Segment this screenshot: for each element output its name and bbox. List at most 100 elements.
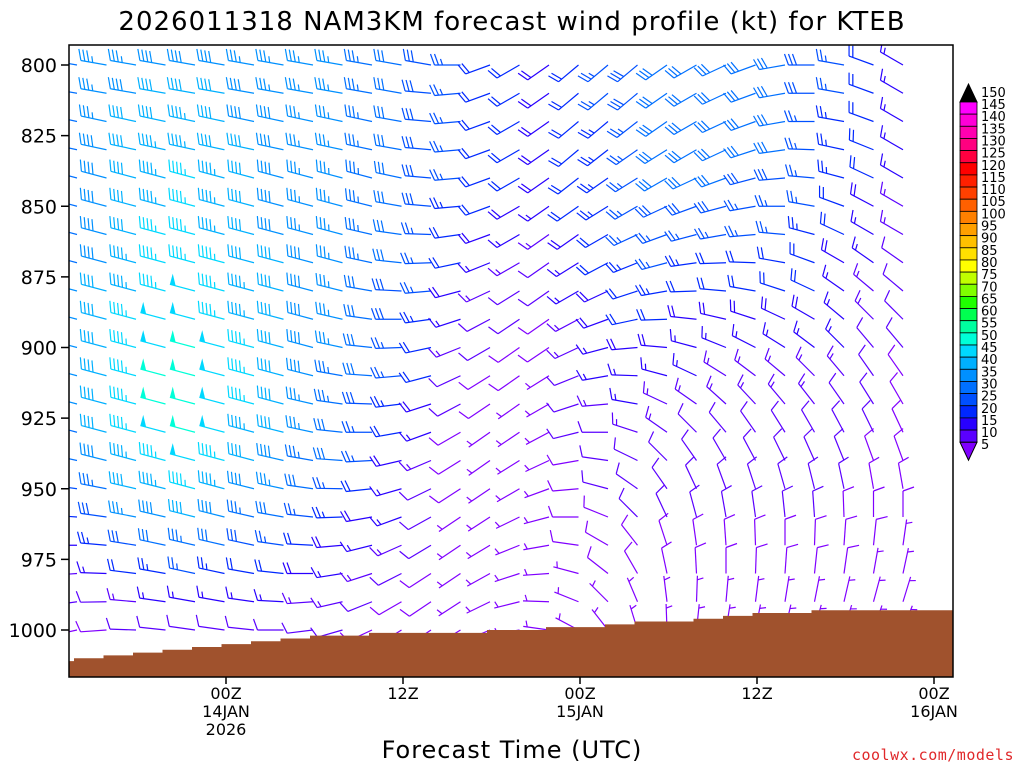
wind-barb [819, 211, 845, 236]
wind-barb [605, 288, 638, 300]
wind-barb [341, 391, 373, 405]
wind-barb [79, 385, 107, 405]
y-tick-label: 850 [21, 196, 57, 218]
wind-barb [494, 601, 520, 609]
wind-barb [517, 177, 550, 194]
colorbar-swatch [959, 344, 978, 358]
wind-barb [548, 92, 579, 111]
wind-barb [731, 324, 756, 349]
wind-barb [436, 573, 461, 589]
wind-barb [399, 601, 432, 617]
wind-barb [339, 601, 373, 613]
colorbar-swatch [959, 174, 978, 188]
wind-barb [108, 132, 137, 151]
x-axis-label: Forecast Time (UTC) [382, 736, 643, 764]
wind-barb [311, 506, 343, 519]
wind-barb [255, 132, 284, 151]
wind-barb [314, 48, 343, 66]
wind-barb [902, 576, 916, 602]
wind-barb [548, 149, 579, 167]
wind-barb [255, 104, 284, 123]
colorbar-label: 135 [981, 122, 1006, 137]
wind-barb [373, 160, 402, 179]
wind-barb [76, 531, 107, 546]
wind-barb [576, 177, 609, 194]
wind-barb [546, 346, 579, 360]
wind-barb [138, 272, 166, 292]
colorbar-swatch [959, 320, 978, 334]
wind-barb [199, 330, 225, 349]
wind-barb [575, 290, 609, 303]
wind-barb [754, 195, 785, 207]
colorbar-swatch [959, 381, 978, 395]
colorbar-min-arrow [959, 441, 978, 462]
wind-barb [166, 614, 196, 631]
wind-barb [69, 259, 78, 264]
wind-barb [166, 585, 196, 603]
wind-barb [864, 428, 875, 461]
wind-barb [286, 159, 314, 179]
wind-barb [487, 92, 520, 107]
wind-barb [523, 516, 550, 525]
wind-barb [196, 48, 225, 66]
wind-barb [69, 62, 78, 66]
wind-barb [457, 147, 491, 160]
wind-barb [428, 403, 461, 417]
wind-barb [428, 459, 461, 475]
wind-barb [517, 234, 550, 250]
wind-barb [817, 159, 845, 179]
colorbar-swatch [959, 356, 978, 370]
wind-barb [764, 347, 786, 377]
colorbar-swatch [959, 101, 978, 115]
wind-barb [703, 350, 727, 377]
wind-barb [767, 373, 786, 405]
wind-barb [457, 262, 491, 274]
wind-barb [635, 177, 668, 192]
wind-barb [69, 572, 78, 575]
wind-barb [69, 544, 77, 546]
wind-barb [786, 190, 815, 207]
colorbar-swatch [959, 125, 978, 139]
wind-barb [684, 456, 698, 490]
wind-barb [605, 313, 638, 326]
wind-barb [753, 141, 786, 154]
colorbar-label: 10 [981, 426, 998, 441]
wind-barb [723, 199, 756, 212]
wind-barb [109, 159, 137, 179]
wind-barb [554, 587, 579, 603]
wind-barb [813, 544, 829, 574]
wind-barb [315, 216, 343, 236]
wind-barb [742, 428, 757, 461]
wind-barb [314, 132, 343, 151]
wind-barb [720, 485, 732, 518]
colorbar-swatch [959, 162, 978, 176]
wind-barb [428, 226, 461, 239]
wind-barb [344, 216, 373, 236]
colorbar-label: 45 [981, 341, 998, 356]
wind-barb [576, 395, 609, 407]
colorbar-label: 140 [981, 110, 1006, 125]
wind-barb [340, 480, 373, 493]
wind-barb [546, 402, 579, 413]
wind-barb [79, 187, 107, 207]
wind-barb [723, 118, 756, 131]
wind-barb [79, 216, 107, 236]
wind-barb [902, 486, 915, 517]
colorbar-label: 90 [981, 232, 998, 247]
wind-barb [77, 501, 107, 518]
wind-barb [399, 516, 432, 531]
x-tick-label: 12Z [387, 684, 418, 703]
wind-barb [609, 387, 638, 405]
wind-barb [285, 415, 314, 433]
wind-barb [784, 164, 815, 179]
wind-barb [879, 96, 904, 123]
wind-barb [902, 519, 913, 546]
wind-barb [140, 358, 166, 377]
wind-barb [868, 456, 880, 489]
wind-barb [140, 330, 166, 349]
wind-barb [69, 119, 78, 123]
wind-barb [694, 542, 707, 574]
wind-barb [108, 104, 137, 123]
wind-barb [618, 487, 638, 518]
wind-barb [345, 159, 373, 179]
